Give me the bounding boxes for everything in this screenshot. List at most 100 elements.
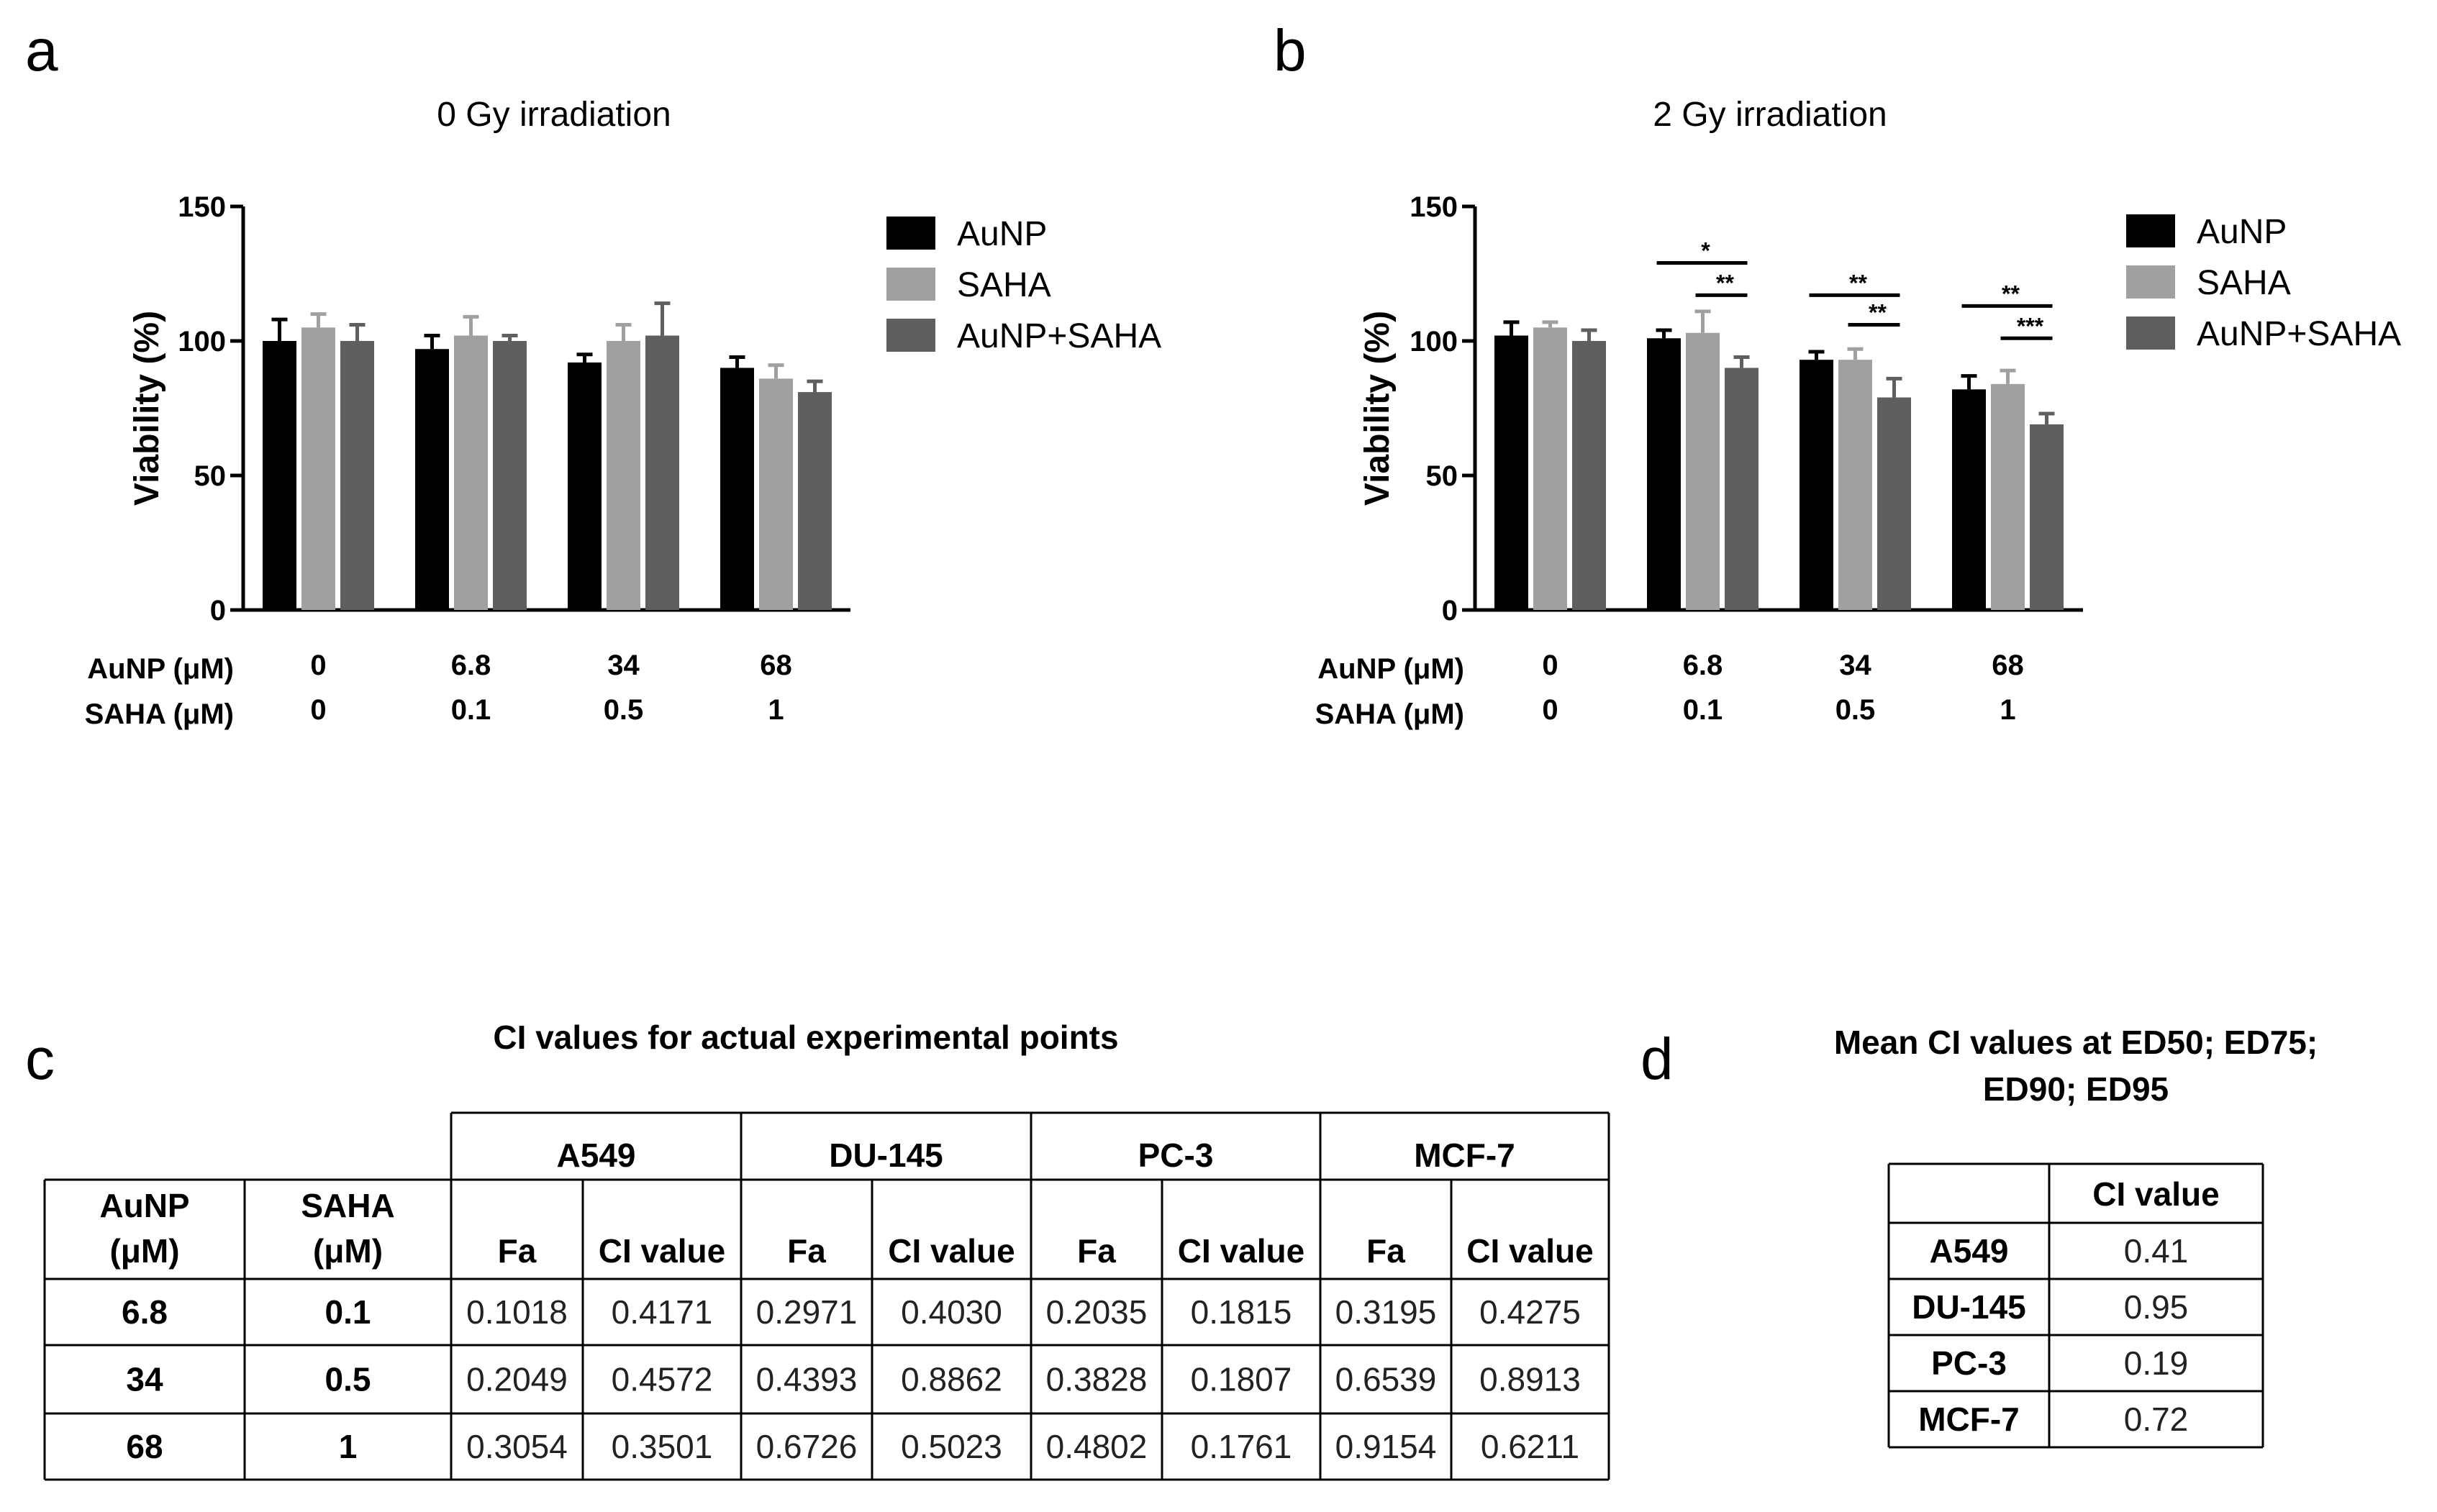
bar bbox=[1533, 327, 1567, 610]
bar bbox=[1877, 397, 1911, 610]
table-c-cell: 0.4572 bbox=[612, 1361, 713, 1398]
y-tick-label: 50 bbox=[194, 460, 227, 492]
legend-label: SAHA bbox=[957, 266, 1051, 304]
bar bbox=[798, 392, 832, 610]
table-c-cell: 0.3828 bbox=[1046, 1361, 1148, 1398]
x-tick-label-saha: 0.1 bbox=[451, 694, 491, 726]
legend-swatch bbox=[886, 268, 935, 301]
bar bbox=[759, 378, 793, 610]
table-c-cell: 0.4393 bbox=[756, 1361, 858, 1398]
row-label-aunp: AuNP (μM) bbox=[87, 653, 234, 685]
table-c-cell: 0.6211 bbox=[1481, 1428, 1579, 1465]
chart-a: 0 Gy irradiation 150 100 50 0 Viability (%) 0 0… bbox=[85, 96, 1162, 730]
bar bbox=[301, 327, 335, 610]
table-c-aunp-header: AuNP bbox=[99, 1187, 189, 1224]
table-c-cell: 0.1807 bbox=[1191, 1361, 1292, 1398]
chart-title: 0 Gy irradiation bbox=[437, 96, 671, 134]
bar bbox=[1800, 360, 1833, 610]
table-c-cell: 0.9154 bbox=[1335, 1428, 1437, 1465]
bar bbox=[493, 341, 527, 610]
y-tick-label: 100 bbox=[1410, 326, 1458, 357]
legend-swatch bbox=[886, 319, 935, 352]
bar bbox=[1647, 338, 1681, 610]
x-tick-label-aunp: 6.8 bbox=[451, 650, 491, 681]
table-c-cell-line-header: MCF-7 bbox=[1414, 1137, 1515, 1174]
row-label-aunp: AuNP (μM) bbox=[1317, 653, 1464, 685]
significance-label: ** bbox=[2002, 281, 2020, 306]
table-c-cell: 0.2049 bbox=[466, 1361, 568, 1398]
significance-label: ** bbox=[1716, 270, 1734, 296]
legend-swatch bbox=[2126, 214, 2175, 247]
x-tick-label-saha: 1 bbox=[2000, 694, 2015, 726]
table-c-cell: 0.5023 bbox=[901, 1428, 1002, 1465]
x-tick-label-saha: 1 bbox=[768, 694, 784, 726]
x-tick-label-saha: 0.5 bbox=[604, 694, 644, 726]
table-c-ci-header: CI value bbox=[1178, 1232, 1304, 1270]
table-c-cell: 0.3195 bbox=[1335, 1293, 1437, 1331]
legend-label: SAHA bbox=[2197, 264, 2291, 302]
table-c-cell-line-header: DU-145 bbox=[829, 1137, 943, 1174]
table-d: Mean CI values at ED50; ED75; ED90; ED95… bbox=[1834, 1024, 2318, 1449]
significance-label: ** bbox=[1849, 270, 1867, 296]
bar bbox=[1952, 389, 1986, 610]
table-d-title-line1: Mean CI values at ED50; ED75; bbox=[1834, 1024, 2318, 1061]
bar bbox=[454, 335, 488, 610]
significance-label: *** bbox=[2017, 313, 2044, 339]
table-c-ci-header: CI value bbox=[599, 1232, 725, 1270]
table-d-cell-line: MCF-7 bbox=[1918, 1401, 2020, 1438]
bar bbox=[1572, 341, 1606, 610]
bar bbox=[1991, 383, 2025, 610]
x-tick-label-aunp: 0 bbox=[310, 650, 326, 681]
table-c-cell: 0.8913 bbox=[1479, 1361, 1581, 1398]
table-c-cell: 0.6726 bbox=[756, 1428, 858, 1465]
x-tick-label-saha: 0.5 bbox=[1835, 694, 1876, 726]
table-c-cell: 0.8862 bbox=[901, 1361, 1002, 1398]
table-c-row-saha: 0.1 bbox=[325, 1293, 371, 1331]
row-label-saha: SAHA (μM) bbox=[1315, 698, 1464, 730]
legend-label: AuNP+SAHA bbox=[957, 317, 1161, 355]
panel-letter-a: a bbox=[25, 18, 58, 83]
y-tick-label: 150 bbox=[178, 191, 226, 223]
x-tick-label-saha: 0.1 bbox=[1683, 694, 1723, 726]
row-label-saha: SAHA (μM) bbox=[85, 698, 234, 730]
table-c-saha-unit: (μM) bbox=[313, 1232, 383, 1270]
y-tick-label: 100 bbox=[178, 326, 226, 357]
legend-swatch bbox=[886, 217, 935, 250]
table-c-cell: 0.3054 bbox=[466, 1428, 568, 1465]
bar bbox=[1838, 360, 1872, 610]
table-d-ci-value: 0.19 bbox=[2124, 1344, 2189, 1382]
table-c-cell: 0.6539 bbox=[1335, 1361, 1437, 1398]
x-tick-label-aunp: 68 bbox=[1992, 650, 2024, 681]
legend-label: AuNP bbox=[957, 215, 1047, 253]
x-tick-label-aunp: 34 bbox=[607, 650, 640, 681]
y-tick-label: 0 bbox=[210, 595, 226, 627]
table-c-row-aunp: 34 bbox=[126, 1361, 163, 1398]
table-c-fa-header: Fa bbox=[787, 1232, 826, 1270]
x-tick-label-aunp: 0 bbox=[1542, 650, 1558, 681]
y-tick-label: 0 bbox=[1442, 595, 1458, 627]
table-c-fa-header: Fa bbox=[1077, 1232, 1116, 1270]
table-c-row-aunp: 6.8 bbox=[122, 1293, 168, 1331]
table-c-row-aunp: 68 bbox=[126, 1428, 163, 1465]
table-c-cell: 0.4030 bbox=[901, 1293, 1002, 1331]
chart-b: 2 Gy irradiation 150 100 50 0 Viability (%) 0 0… bbox=[1315, 96, 2402, 730]
bar bbox=[645, 335, 679, 610]
table-d-cell-line: A549 bbox=[1930, 1232, 2009, 1270]
y-axis-label: Viability (%) bbox=[128, 311, 166, 506]
table-c-cell: 0.4802 bbox=[1046, 1428, 1148, 1465]
x-tick-label-aunp: 6.8 bbox=[1683, 650, 1723, 681]
bar bbox=[340, 341, 374, 610]
table-c-fa-header: Fa bbox=[1366, 1232, 1405, 1270]
table-d-cell-line: DU-145 bbox=[1912, 1288, 2026, 1326]
table-c-cell: 0.4171 bbox=[612, 1293, 713, 1331]
legend-swatch bbox=[2126, 265, 2175, 299]
table-c-cell: 0.2035 bbox=[1046, 1293, 1148, 1331]
table-d-ci-value: 0.72 bbox=[2124, 1401, 2189, 1438]
legend-swatch bbox=[2126, 316, 2175, 350]
table-c-ci-header: CI value bbox=[888, 1232, 1015, 1270]
table-c-saha-header: SAHA bbox=[301, 1187, 394, 1224]
table-d-ci-value: 0.41 bbox=[2124, 1232, 2189, 1270]
y-tick-label: 150 bbox=[1410, 191, 1458, 223]
table-c-cell: 0.2971 bbox=[756, 1293, 858, 1331]
